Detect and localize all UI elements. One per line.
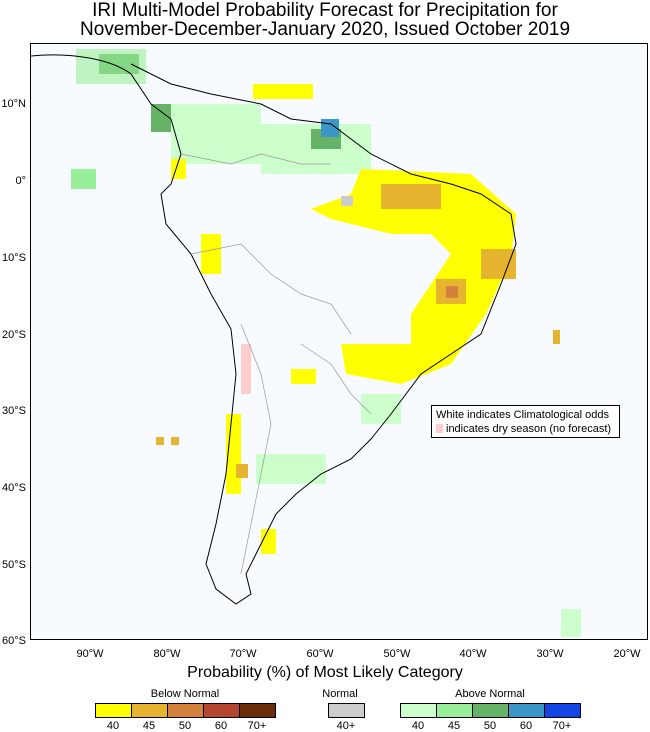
shade-below45-pacific-b — [171, 437, 179, 445]
legend-label-2-1: 45 — [447, 720, 461, 732]
legend-swatch-0-2 — [167, 703, 204, 718]
shade-above45-galapagos — [71, 169, 96, 189]
lon-label-90w: 90°W — [76, 648, 104, 660]
legend-label-2-3: 60 — [519, 720, 533, 732]
coastlines — [30, 54, 517, 605]
shade-below50-central-brazil — [446, 286, 458, 298]
legend-swatch-2-2 — [472, 703, 509, 718]
border-north — [180, 153, 331, 165]
shade-below-brazil — [311, 169, 516, 384]
legend-swatch-0-1 — [131, 703, 168, 718]
lon-label-30w: 30°W — [536, 648, 564, 660]
shade-dry-atacama — [241, 344, 251, 394]
shade-below-caribbean — [253, 84, 313, 99]
legend-label-0-2: 50 — [178, 720, 192, 732]
legend-group-normal: Normal — [322, 688, 358, 700]
legend-label-0-3: 60 — [214, 720, 228, 732]
shade-normal-amazon — [341, 196, 353, 206]
shade-above40-colombia — [171, 104, 261, 164]
legend-group-above-normal: Above Normal — [455, 688, 525, 700]
legend-swatch-2-0 — [400, 703, 437, 718]
shade-above40-argentina — [256, 454, 326, 484]
legend-swatch-0-4 — [239, 703, 276, 718]
legend-label-2-2: 50 — [483, 720, 497, 732]
legend-swatch-0-3 — [203, 703, 240, 718]
shade-below45-atlantic — [553, 330, 560, 344]
lon-label-20w: 20°W — [613, 648, 641, 660]
lat-label-50s: 50°S — [2, 559, 26, 571]
note-dry-season-row: indicates dry season (no forecast) — [436, 422, 615, 436]
legend-label-2-0: 40 — [411, 720, 425, 732]
shade-below-paraguay — [291, 369, 316, 384]
note-climatology: White indicates Climatological odds — [436, 409, 610, 421]
note-dry-season: indicates dry season (no forecast) — [446, 423, 612, 435]
dry-season-swatch — [436, 424, 443, 433]
shade-below45-ne-coast — [381, 184, 441, 209]
border-andes — [240, 323, 272, 575]
lat-label-20s: 20°S — [2, 329, 26, 341]
lat-label-0: 0° — [15, 175, 26, 187]
coastline-south-america — [30, 54, 517, 605]
legend-swatch-2-3 — [508, 703, 545, 718]
lon-label-60w: 60°W — [306, 648, 334, 660]
shade-below45-east-brazil — [481, 249, 516, 279]
legend-note-box: White indicates Climatological odds indi… — [431, 405, 620, 438]
lat-label-10s: 10°S — [2, 252, 26, 264]
shade-below45-pacific-a — [156, 437, 164, 445]
shade-above40-south-atlantic — [561, 609, 581, 637]
lat-label-40s: 40°S — [2, 482, 26, 494]
shade-below-peru — [201, 234, 221, 274]
country-borders — [180, 153, 372, 575]
lat-label-30s: 30°S — [2, 405, 26, 417]
legend-swatch-2-4 — [544, 703, 581, 718]
legend-label-0-1: 45 — [142, 720, 156, 732]
border-central — [190, 243, 352, 335]
legend-swatch-1-0 — [328, 703, 365, 718]
lon-label-70w: 70°W — [229, 648, 257, 660]
forecast-map — [30, 43, 648, 640]
lon-label-40w: 40°W — [459, 648, 487, 660]
map-title-line-2: November-December-January 2020, Issued O… — [79, 19, 571, 40]
legend-swatch-2-1 — [436, 703, 473, 718]
lat-label-60s: 60°S — [2, 635, 26, 647]
legend-label-2-4: 70+ — [552, 720, 572, 732]
legend-label-0-0: 40 — [106, 720, 120, 732]
legend-title: Probability (%) of Most Likely Category — [187, 664, 463, 681]
border-south — [300, 343, 372, 415]
legend-swatch-0-0 — [95, 703, 132, 718]
shade-above50-panama — [151, 104, 171, 132]
probability-shading — [71, 49, 581, 637]
lat-label-10n: 10°N — [1, 98, 26, 110]
map-canvas — [30, 49, 581, 637]
map-title-line-1: IRI Multi-Model Probability Forecast for… — [92, 0, 558, 21]
shade-below45-chile — [236, 464, 248, 478]
legend-group-below-normal: Below Normal — [150, 688, 220, 700]
lon-label-80w: 80°W — [153, 648, 181, 660]
shade-below-patagonia — [261, 529, 276, 554]
legend-label-0-4: 70+ — [247, 720, 267, 732]
legend-label-1-0: 40+ — [336, 720, 356, 732]
lon-label-50w: 50°W — [383, 648, 411, 660]
